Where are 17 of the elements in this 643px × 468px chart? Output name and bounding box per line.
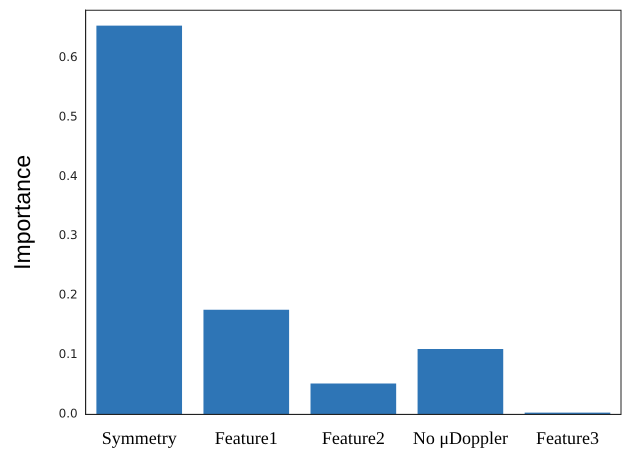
y-tick-label: 0.2 bbox=[58, 288, 78, 302]
y-tick-label: 0.0 bbox=[58, 406, 78, 421]
x-tick-label: Feature2 bbox=[322, 428, 385, 448]
y-axis-title: Importance bbox=[9, 154, 36, 270]
y-tick-label: 0.1 bbox=[58, 347, 78, 362]
bar bbox=[96, 26, 182, 414]
bar bbox=[310, 383, 396, 414]
x-tick-label: Symmetry bbox=[102, 428, 177, 448]
x-tick-label: Feature1 bbox=[214, 428, 278, 448]
bar bbox=[418, 349, 504, 414]
y-tick-label: 0.4 bbox=[58, 168, 78, 183]
x-tick-label: Feature3 bbox=[536, 428, 599, 448]
y-tick-label: 0.5 bbox=[58, 109, 78, 124]
bar bbox=[203, 310, 290, 414]
y-tick-label: 0.3 bbox=[58, 228, 78, 242]
y-tick-label: 0.6 bbox=[58, 50, 78, 64]
x-tick-label: No μDoppler bbox=[412, 428, 508, 448]
